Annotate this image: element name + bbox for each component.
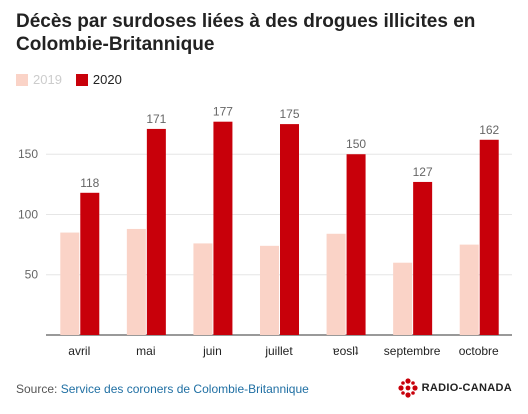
bar-2020: [280, 124, 299, 335]
data-label-2020: 127: [413, 165, 433, 179]
bar-2020: [479, 139, 499, 335]
data-label-2020: 150: [346, 137, 366, 151]
chart-title: Décès par surdoses liées à des drogues i…: [16, 11, 476, 55]
x-tick-label: avril: [68, 344, 90, 358]
bar-2020: [80, 192, 100, 335]
x-tick-label: octobre: [459, 344, 499, 358]
data-label-2020: 118: [80, 176, 99, 190]
brand-logo: RADIO-CANADA: [398, 378, 512, 398]
data-label-2020: 175: [279, 107, 299, 121]
legend-swatch-2020: [75, 73, 88, 86]
x-tick-label: ɐoslʇ: [333, 344, 359, 358]
bar-2020: [346, 154, 366, 335]
bar-2019: [126, 228, 146, 335]
legend-swatch-2019: [16, 73, 28, 86]
bar-2020: [146, 128, 166, 335]
bar-2019: [459, 244, 479, 335]
legend: 2019 2020: [16, 72, 136, 87]
source-prefix: Source:: [16, 382, 61, 396]
legend-item-2019: 2019: [16, 72, 62, 87]
source-link[interactable]: Service des coroners de Colombie-Britann…: [60, 382, 309, 396]
y-tick-label: 50: [25, 268, 39, 282]
data-label-2020: 162: [479, 123, 499, 137]
x-tick-label: juillet: [264, 344, 293, 358]
y-tick-label: 150: [18, 147, 38, 161]
legend-item-2020: 2020: [75, 72, 122, 87]
bar-2019: [193, 243, 213, 335]
x-tick-label: juin: [202, 344, 222, 358]
bar-2019: [260, 245, 279, 335]
y-tick-label: 100: [18, 207, 38, 221]
legend-label-2019: 2019: [33, 72, 62, 87]
radio-canada-gem-icon: [398, 378, 418, 398]
legend-label-2020: 2020: [92, 72, 122, 87]
bar-2020: [213, 121, 233, 335]
bar-2019: [326, 233, 346, 335]
bar-2019: [393, 262, 413, 335]
bar-2020: [413, 181, 433, 335]
data-label-2020: 171: [146, 112, 166, 126]
x-tick-label: septembre: [384, 344, 441, 358]
x-tick-label: mai: [136, 344, 155, 358]
bar-2019: [60, 232, 80, 335]
source-note: Source: Service des coroners de Colombie…: [16, 382, 309, 396]
data-label-2020: 177: [213, 105, 233, 119]
brand-name: RADIO-CANADA: [421, 382, 512, 394]
